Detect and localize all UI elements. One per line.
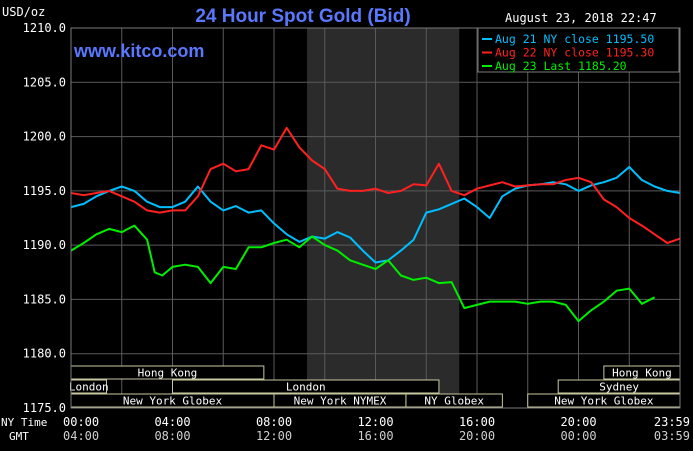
x-tick-label-ny: 04:00 — [154, 415, 190, 429]
y-tick-label: 1200.0 — [23, 130, 66, 144]
y-axis-labels: 1175.0 1180.0 1185.0 1190.0 1195.0 1200.0 1205… — [23, 21, 66, 415]
market-band-label: Hong Kong — [612, 367, 672, 380]
x-tick-label-gmt: 16:00 — [357, 429, 393, 443]
market-band-label: New York Globex — [123, 395, 223, 408]
x-axis-labels: 00:0004:0004:0008:0008:0012:0012:0016:00… — [63, 415, 690, 443]
website-label: www.kitco.com — [73, 41, 204, 61]
legend-box — [477, 27, 680, 73]
unit-label: USD/oz — [2, 5, 45, 19]
y-tick-label: 1195.0 — [23, 184, 66, 198]
market-band-label: New York Globex — [554, 395, 654, 408]
price-lines — [70, 126, 681, 323]
y-tick-label: 1180.0 — [23, 347, 66, 361]
plot-frame — [70, 27, 681, 409]
timestamp: August 23, 2018 22:47 — [505, 11, 657, 25]
ny-time-row-label: NY Time — [1, 416, 47, 429]
legend-entry: Aug 21 NY close 1195.50 — [495, 32, 654, 46]
gmt-row-label: GMT — [9, 430, 29, 443]
x-tick-label-gmt: 00:00 — [560, 429, 596, 443]
x-tick-label-ny: 08:00 — [256, 415, 292, 429]
legend-entry: Aug 23 Last 1185.20 — [495, 59, 627, 73]
market-band-label: Sydney — [599, 381, 639, 394]
series-line — [70, 126, 681, 244]
x-tick-label-ny: 20:00 — [560, 415, 596, 429]
x-tick-label-ny: 23:59 — [654, 415, 690, 429]
market-band-label: Hong Kong — [138, 367, 198, 380]
market-band-label: London — [286, 381, 326, 394]
nymex-shaded-region — [306, 28, 460, 408]
x-tick-label-ny: 12:00 — [357, 415, 393, 429]
market-band-label: NY Globex — [424, 395, 484, 408]
x-tick-label-gmt: 04:00 — [63, 429, 99, 443]
x-tick-label-gmt: 03:59 — [654, 429, 690, 443]
y-tick-label: 1190.0 — [23, 238, 66, 252]
x-tick-label-gmt: 08:00 — [154, 429, 190, 443]
series-line — [70, 224, 656, 323]
market-band — [172, 379, 440, 394]
legend-entry: Aug 22 NY close 1195.30 — [495, 46, 654, 60]
y-tick-label: 1210.0 — [23, 21, 66, 35]
x-tick-label-gmt: 12:00 — [256, 429, 292, 443]
x-tick-label-ny: 16:00 — [459, 415, 495, 429]
y-tick-label: 1185.0 — [23, 292, 66, 306]
market-band-label: London — [69, 381, 109, 394]
market-band-label: New York NYMEX — [294, 395, 387, 408]
chart-title: 24 Hour Spot Gold (Bid) — [195, 6, 410, 27]
y-tick-label: 1175.0 — [23, 401, 66, 415]
y-tick-label: 1205.0 — [23, 75, 66, 89]
x-tick-label-ny: 00:00 — [63, 415, 99, 429]
x-tick-label-gmt: 20:00 — [459, 429, 495, 443]
series-line — [70, 166, 681, 264]
market-band — [405, 393, 503, 408]
